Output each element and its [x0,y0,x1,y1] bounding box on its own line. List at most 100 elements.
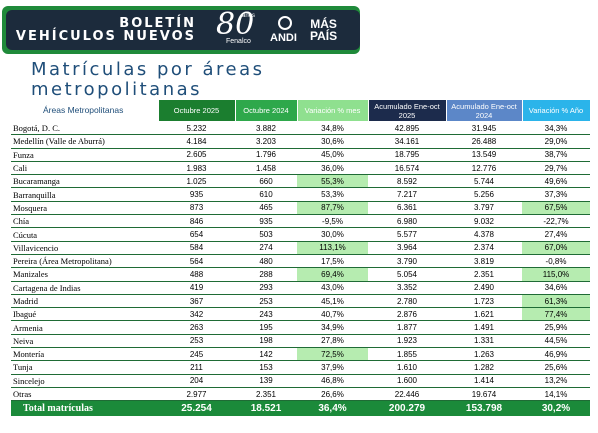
cell-acum-2024: 1.331 [446,334,522,349]
cell-var-mes: 45,0% [297,148,368,162]
cell-area: Villavicencio [11,241,158,255]
cell-var-anio: 37,3% [522,187,590,202]
cell-var-mes: 46,8% [297,374,368,388]
cell-acum-2024: 3.819 [446,254,522,269]
cell-oct-2025: 245 [158,347,235,362]
cell-acum-2025: 2.876 [368,307,446,322]
table-row: Cali 1.983 1.458 36,0% 16.574 12.776 29,7% [11,161,590,176]
cell-var-anio: 13,2% [522,374,590,388]
header-var-mes: Variación % mes [296,99,369,122]
fenalco-logo-years: años [242,13,256,19]
cell-acum-2025: 7.217 [368,187,446,202]
cell-acum-2025: 1.923 [368,334,446,349]
cell-oct-2025: 654 [158,227,235,242]
cell-acum-2025: 6.361 [368,201,446,216]
cell-oct-2024: 288 [235,267,297,282]
fenalco-logo-number: 80 [216,7,255,42]
cell-acum-2025: 1.600 [368,374,446,388]
table-row: Funza 2.605 1.796 45,0% 18.795 13.549 38,7% [11,148,590,162]
total-cell-oct-2025: 25.254 [158,400,235,417]
cell-area: Montería [11,347,158,362]
cell-acum-2025: 6.980 [368,214,446,229]
cell-oct-2025: 873 [158,201,235,216]
table-row: Madrid 367 253 45,1% 2.780 1.723 61,3% [11,294,590,309]
cell-var-mes: 37,9% [297,360,368,375]
cell-acum-2025: 8.592 [368,174,446,189]
table-row: Montería 245 142 72,5% 1.855 1.263 46,9% [11,347,590,362]
cell-var-anio: 77,4% [522,307,590,322]
fenalco-80-logo: 80 años Fenalco [216,7,264,47]
banner-title-line2: VEHÍCULOS NUEVOS [15,29,196,44]
mas-pais-logo: MÁS PAÍS [310,18,337,42]
cell-oct-2025: 488 [158,267,235,282]
andi-logo-text: ANDI [270,32,297,44]
cell-area: Otras [11,387,158,402]
header-acum-2024: Acumulado Ene-oct 2024 [445,99,523,122]
cell-oct-2025: 584 [158,241,235,255]
header-oct-2025: Octubre 2025 [157,99,236,122]
cell-acum-2025: 3.964 [368,241,446,255]
total-cell-var-mes: 36,4% [297,400,368,417]
cell-var-mes: 30,6% [297,134,368,149]
cell-oct-2024: 2.351 [235,387,297,402]
cell-area: Mosquera [11,201,158,216]
cell-oct-2025: 253 [158,334,235,349]
cell-area: Pereira (Área Metropolitana) [11,254,158,269]
table-header-row: Áreas Metropolitanas Octubre 2025 Octubr… [11,99,591,122]
banner-title-line1: BOLETÍN [119,16,196,31]
mas-pais-line1: MÁS [310,17,337,31]
cell-area: Armenia [11,320,158,335]
table-row: Bogotá, D. C. 5.232 3.882 34,8% 42.895 31.945… [11,121,590,136]
cell-var-anio: 25,6% [522,360,590,375]
cell-acum-2025: 2.780 [368,294,446,309]
table-row: Armenia 263 195 34,9% 1.877 1.491 25,9% [11,320,590,335]
mas-pais-line2: PAÍS [310,29,338,43]
cell-oct-2024: 253 [235,294,297,309]
cell-acum-2024: 31.945 [446,121,522,136]
header-var-anio: Variación % Año [521,99,591,122]
cell-oct-2025: 564 [158,254,235,269]
cell-oct-2024: 195 [235,320,297,335]
cell-acum-2024: 2.351 [446,267,522,282]
cell-var-mes: 40,7% [297,307,368,322]
cell-var-anio: 27,4% [522,227,590,242]
cell-var-anio: 14,1% [522,387,590,402]
cell-acum-2024: 1.723 [446,294,522,309]
cell-var-anio: 67,0% [522,241,590,255]
page-title-line1: Matrículas por áreas [31,59,265,80]
table-row: Barranquilla 935 610 53,3% 7.217 5.256 37,3% [11,187,590,202]
andi-logo: ANDI [270,15,304,45]
total-cell-acum-2025: 200.279 [368,400,446,417]
page-title: Matrículas por áreas metropolitanas [31,60,265,100]
cell-acum-2024: 5.744 [446,174,522,189]
cell-acum-2025: 16.574 [368,161,446,176]
cell-acum-2024: 4.378 [446,227,522,242]
page-title-line2: metropolitanas [31,79,203,100]
cell-acum-2024: 3.797 [446,201,522,216]
cell-var-mes: 72,5% [297,347,368,362]
cell-area: Medellín (Valle de Aburrá) [11,134,158,149]
total-cell-acum-2024: 153.798 [446,400,522,417]
table-row: Mosquera 873 465 87,7% 6.361 3.797 67,5% [11,201,590,216]
cell-oct-2025: 2.977 [158,387,235,402]
total-cell-var-anio: 30,2% [522,400,590,417]
header-acum-2025: Acumulado Ene-oct 2025 [367,99,447,122]
table-row: Sincelejo 204 139 46,8% 1.600 1.414 13,2% [11,374,590,388]
andi-circle-icon [278,16,292,30]
cell-oct-2025: 367 [158,294,235,309]
table-row: Cúcuta 654 503 30,0% 5.577 4.378 27,4% [11,227,590,242]
table-row: Chía 846 935 -9,5% 6.980 9.032 -22,7% [11,214,590,229]
total-cell-area: Total matrículas [11,400,158,417]
cell-oct-2024: 139 [235,374,297,388]
cell-acum-2024: 1.414 [446,374,522,388]
cell-acum-2025: 3.352 [368,281,446,295]
cell-var-mes: -9,5% [297,214,368,229]
cell-area: Funza [11,148,158,162]
cell-area: Bucaramanga [11,174,158,189]
cell-oct-2024: 142 [235,347,297,362]
cell-oct-2024: 293 [235,281,297,295]
cell-var-mes: 17,5% [297,254,368,269]
cell-acum-2025: 1.610 [368,360,446,375]
cell-var-mes: 69,4% [297,267,368,282]
cell-oct-2025: 342 [158,307,235,322]
